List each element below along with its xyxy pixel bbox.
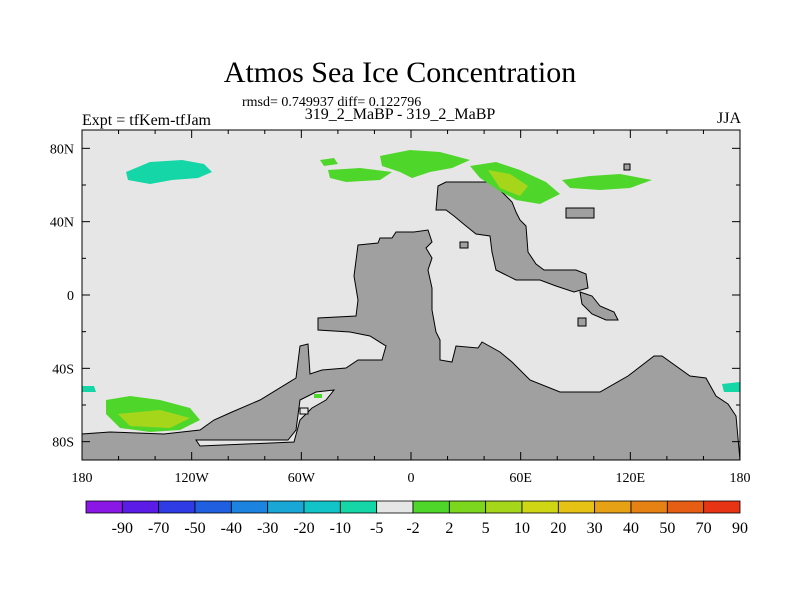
- colorbar-label: -70: [148, 520, 169, 537]
- colorbar-label: 50: [659, 520, 675, 537]
- colorbar-swatch: [594, 500, 632, 514]
- colorbar-label: 20: [550, 520, 566, 537]
- lon-tick-label: 120E: [616, 471, 646, 486]
- colorbar-swatch: [448, 500, 487, 514]
- colorbar-swatch: [158, 500, 196, 514]
- lon-tick-label: 180: [72, 471, 93, 486]
- lat-tick-label: 0: [67, 289, 74, 304]
- colorbar-label: -30: [257, 520, 278, 537]
- land-eurasia: [435, 181, 589, 293]
- land-island-4: [459, 241, 469, 249]
- colorbar-swatch: [303, 500, 341, 514]
- colorbar-swatch: [230, 500, 269, 514]
- land-central: [81, 229, 741, 461]
- lon-tick-label: 60E: [509, 471, 532, 486]
- lon-tick-label: 180: [730, 471, 751, 486]
- colorbar-label: -90: [112, 520, 133, 537]
- plot-title: Atmos Sea Ice Concentration: [223, 56, 577, 89]
- land-masses: [81, 163, 741, 461]
- anomaly-teal-northwest: [126, 160, 212, 184]
- anomaly-green-east: [562, 174, 652, 190]
- lat-tick-label: 40S: [52, 362, 74, 377]
- case-label: 319_2_MaBP - 319_2_MaBP: [304, 106, 496, 123]
- anomaly-green-north-2: [328, 168, 392, 182]
- colorbar-swatch: [630, 500, 668, 514]
- colorbar-labels: -90 -70 -50 -40 -30 -20 -10 -5 -2 2 5 10 20 30 40 50 70 9…: [112, 520, 748, 537]
- colorbar-swatch: [557, 500, 596, 514]
- longitude-labels: 180 120W 60W 0 60E 120E 180: [72, 471, 751, 486]
- axis-ticks: [81, 130, 741, 460]
- ice-anomalies: [82, 150, 740, 432]
- lon-tick-label: 120W: [175, 471, 210, 486]
- colorbar-swatch: [121, 500, 160, 514]
- anomaly-teal-west-edge: [82, 386, 96, 392]
- colorbar-swatch: [194, 500, 232, 514]
- lon-tick-label: 60W: [288, 471, 316, 486]
- colorbar-label: -40: [221, 520, 242, 537]
- colorbar-swatch: [666, 500, 705, 514]
- latitude-labels: 80N 40N 0 40S 80S: [50, 142, 74, 450]
- colorbar-swatch: [521, 500, 559, 514]
- anomaly-teal-east-edge: [722, 382, 740, 392]
- colorbar-label: -10: [330, 520, 351, 537]
- southern-ocean-pocket: [195, 389, 336, 447]
- colorbar-label: 90: [732, 520, 748, 537]
- anomaly-green-small: [314, 394, 322, 398]
- colorbar-label: 5: [482, 520, 490, 537]
- lat-tick-label: 80N: [50, 142, 74, 157]
- colorbar-label: -2: [406, 520, 419, 537]
- colorbar-label: 70: [696, 520, 712, 537]
- colorbar-label: 30: [587, 520, 603, 537]
- anomaly-olive-northeast: [488, 170, 528, 196]
- colorbar-label: -5: [370, 520, 383, 537]
- lat-tick-label: 40N: [50, 216, 74, 231]
- colorbar-label: 2: [445, 520, 453, 537]
- stats-line: rmsd= 0.749937 diff= 0.122796: [242, 95, 422, 110]
- colorbar-label: 10: [514, 520, 530, 537]
- colorbar-swatch: [339, 500, 378, 514]
- anomaly-teal-north-center: [320, 158, 338, 166]
- colorbar-swatch: [485, 500, 523, 514]
- land-island-3: [577, 317, 587, 327]
- colorbar: [85, 500, 741, 514]
- lon-tick-label: 0: [408, 471, 415, 486]
- colorbar-swatch: [267, 500, 305, 514]
- colorbar-swatch: [376, 500, 414, 514]
- land-island-2: [579, 291, 619, 321]
- anomaly-olive-south-west: [118, 410, 190, 428]
- lat-tick-label: 80S: [52, 436, 74, 451]
- colorbar-label: -20: [293, 520, 314, 537]
- colorbar-swatch: [85, 500, 123, 514]
- small-ocean-patch: [299, 407, 309, 415]
- land-island-5: [623, 163, 631, 171]
- land-island-1: [565, 207, 595, 219]
- colorbar-label: 40: [623, 520, 639, 537]
- colorbar-swatch: [703, 500, 741, 514]
- anomaly-green-north-1: [380, 150, 470, 178]
- season-label: JJA: [716, 110, 741, 127]
- experiment-label: Expt = tfKem-tfJam: [82, 112, 211, 129]
- colorbar-label: -50: [184, 520, 205, 537]
- colorbar-swatch: [412, 500, 450, 514]
